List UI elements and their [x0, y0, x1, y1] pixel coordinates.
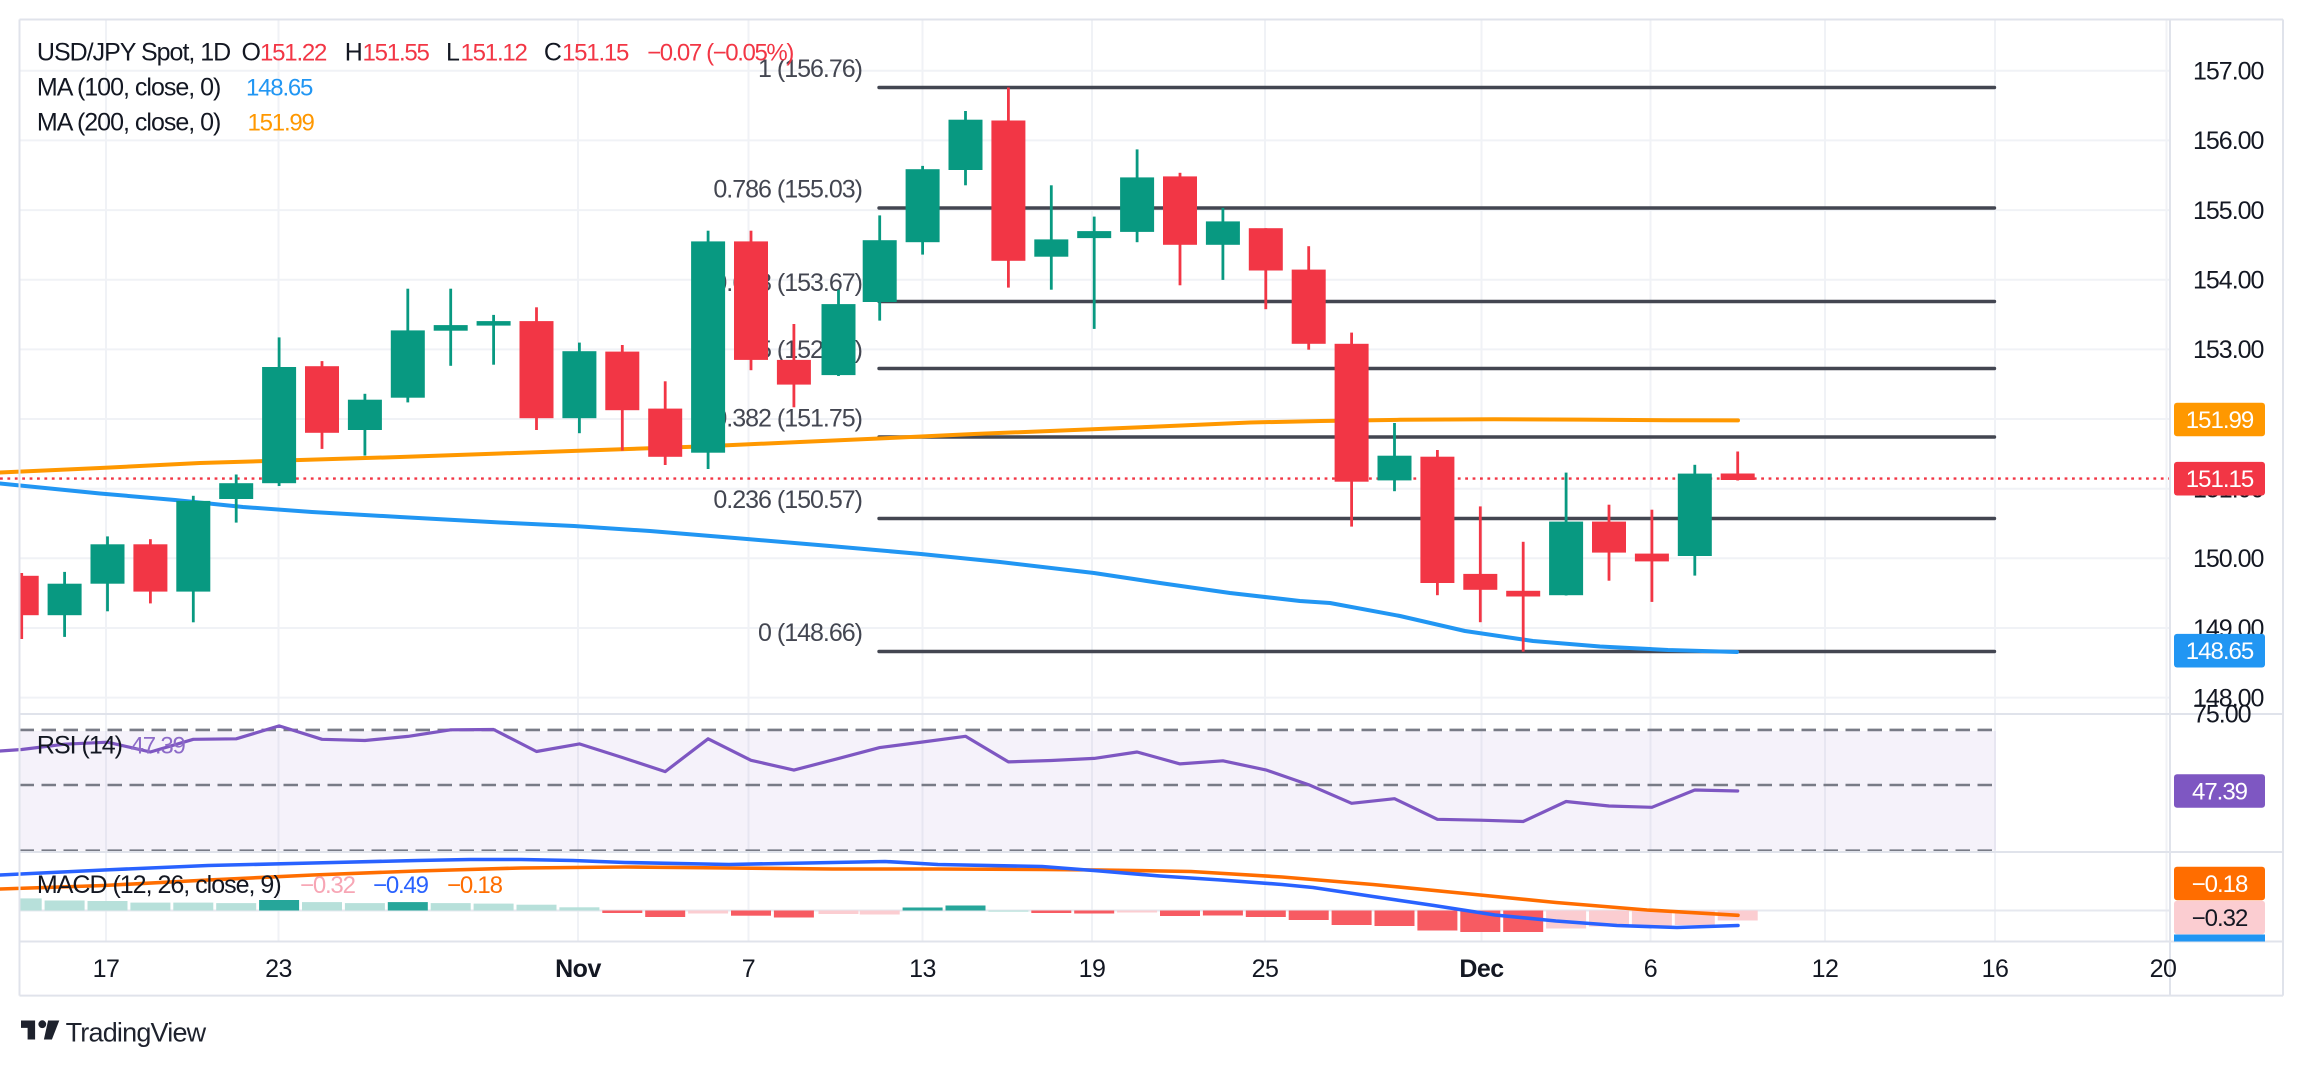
svg-text:148.65: 148.65 — [2186, 638, 2254, 665]
svg-text:H: H — [345, 39, 362, 67]
svg-text:MACD (12, 26, close, 9): MACD (12, 26, close, 9) — [37, 871, 281, 899]
svg-text:23: 23 — [265, 955, 292, 983]
svg-text:151.15: 151.15 — [562, 40, 629, 67]
svg-text:13: 13 — [909, 955, 936, 983]
svg-text:151.15: 151.15 — [2186, 466, 2254, 493]
svg-text:25: 25 — [1252, 955, 1279, 983]
svg-text:0.236 (150.57): 0.236 (150.57) — [713, 486, 862, 514]
svg-text:0 (148.66): 0 (148.66) — [758, 619, 862, 647]
svg-text:153.00: 153.00 — [2193, 336, 2264, 364]
svg-text:6: 6 — [1644, 955, 1657, 983]
svg-text:RSI (14): RSI (14) — [37, 732, 122, 760]
svg-text:1 (156.76): 1 (156.76) — [758, 55, 862, 83]
svg-text:L: L — [446, 39, 460, 67]
svg-text:−0.32: −0.32 — [2192, 905, 2248, 932]
svg-text:151.12: 151.12 — [461, 40, 528, 67]
svg-text:−0.18: −0.18 — [447, 872, 503, 899]
svg-text:17: 17 — [93, 955, 120, 983]
svg-text:Nov: Nov — [555, 955, 601, 983]
svg-text:75.00: 75.00 — [2193, 701, 2251, 729]
svg-text:7: 7 — [742, 955, 755, 983]
svg-text:MA (100, close, 0): MA (100, close, 0) — [37, 73, 220, 101]
svg-text:151.55: 151.55 — [363, 40, 430, 67]
svg-text:150.00: 150.00 — [2193, 545, 2264, 573]
svg-text:19: 19 — [1079, 955, 1106, 983]
svg-text:MA (200, close, 0): MA (200, close, 0) — [37, 108, 220, 136]
svg-text:Dec: Dec — [1459, 955, 1504, 983]
svg-text:151.99: 151.99 — [2186, 407, 2254, 434]
svg-text:−0.32: −0.32 — [300, 872, 356, 899]
svg-text:154.00: 154.00 — [2193, 267, 2264, 295]
svg-text:0.786 (155.03): 0.786 (155.03) — [713, 176, 862, 204]
svg-text:12: 12 — [1812, 955, 1839, 983]
svg-text:157.00: 157.00 — [2193, 58, 2264, 86]
svg-text:−0.18: −0.18 — [2192, 871, 2248, 898]
svg-text:16: 16 — [1982, 955, 2009, 983]
svg-text:156.00: 156.00 — [2193, 127, 2264, 155]
svg-text:47.39: 47.39 — [131, 733, 186, 760]
svg-text:47.39: 47.39 — [2192, 779, 2248, 806]
svg-text:151.99: 151.99 — [248, 109, 315, 136]
svg-text:TradingView: TradingView — [66, 1017, 207, 1047]
svg-text:20: 20 — [2150, 955, 2177, 983]
svg-text:O: O — [242, 39, 261, 67]
svg-text:−0.49: −0.49 — [373, 872, 429, 899]
svg-text:151.22: 151.22 — [260, 40, 327, 67]
svg-text:148.00: 148.00 — [2193, 684, 2264, 712]
svg-text:0.382 (151.75): 0.382 (151.75) — [713, 405, 862, 433]
svg-text:USD/JPY Spot, 1D: USD/JPY Spot, 1D — [37, 39, 230, 67]
svg-text:148.65: 148.65 — [246, 74, 313, 101]
svg-text:155.00: 155.00 — [2193, 197, 2264, 225]
svg-text:C: C — [544, 39, 562, 67]
svg-text:−0.07 (−0.05%): −0.07 (−0.05%) — [647, 40, 793, 67]
